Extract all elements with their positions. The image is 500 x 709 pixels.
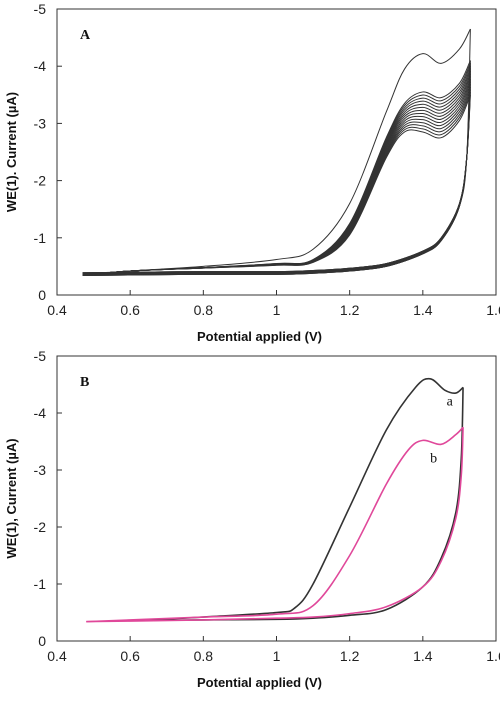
plot-frame <box>56 355 497 642</box>
cv-scan-forward <box>82 68 471 276</box>
curve-b-return <box>86 427 464 623</box>
cv-scan-forward <box>82 65 471 276</box>
y-tick-label: -4 <box>34 58 47 74</box>
y-tick-label: 0 <box>38 287 46 303</box>
cv-scan-forward <box>82 81 471 276</box>
y-tick-label: -2 <box>34 173 47 189</box>
cv-scan-return <box>82 29 471 277</box>
x-tick-label: 1.6 <box>486 648 500 664</box>
curve-b-forward <box>86 426 464 623</box>
panel-letter: A <box>80 28 91 43</box>
x-tick-label: 1.2 <box>340 648 360 664</box>
y-axis-title: WE(1), Current (µA) <box>4 438 19 558</box>
curve-label-b: b <box>430 451 437 466</box>
x-tick-label: 0.4 <box>47 302 67 318</box>
x-axis-title: Potential applied (V) <box>197 329 322 344</box>
cv-scan-return <box>82 60 471 276</box>
cv-scan-forward <box>82 60 471 276</box>
y-tick-label: -5 <box>34 1 47 17</box>
curve-a-return <box>126 387 464 622</box>
cv-scan-return <box>82 65 471 274</box>
x-tick-label: 0.8 <box>194 648 214 664</box>
cv-scan-forward <box>82 94 471 276</box>
x-axis-title: Potential applied (V) <box>197 675 322 690</box>
cv-scan-forward <box>82 62 471 276</box>
x-tick-label: 1.4 <box>413 302 433 318</box>
y-tick-label: -3 <box>34 462 47 478</box>
y-tick-label: -3 <box>34 115 47 131</box>
curves <box>82 28 471 277</box>
x-tick-label: 0.6 <box>120 648 140 664</box>
cv-scan-forward <box>82 84 471 276</box>
cv-scan-forward <box>82 86 471 276</box>
x-tick-label: 0.4 <box>47 648 67 664</box>
x-tick-label: 0.8 <box>194 302 214 318</box>
y-tick-label: -5 <box>34 348 47 364</box>
x-tick-label: 1 <box>273 648 281 664</box>
x-tick-label: 1.6 <box>486 302 500 318</box>
x-tick-label: 1.4 <box>413 648 433 664</box>
x-tick-label: 0.6 <box>120 302 140 318</box>
x-tick-label: 1.2 <box>340 302 360 318</box>
cv-scan-forward <box>82 78 471 276</box>
cv-scan-return <box>82 86 471 276</box>
x-tick-label: 1 <box>273 302 281 318</box>
chart-panel-b: 0.4 0.6 0.8 1 1.2 1.4 1.6 0 -1 -2 -3 -4 -5 Potential … <box>4 348 500 690</box>
y-tick-label: -1 <box>34 230 47 246</box>
cv-scan-return <box>82 63 471 275</box>
y-tick-label: -2 <box>34 519 47 535</box>
cv-scan-return <box>82 76 471 275</box>
y-axis-title: WE(1). Current (µA) <box>4 92 19 212</box>
y-tick-label: -4 <box>34 405 47 421</box>
cv-scan-return <box>82 81 471 274</box>
cv-scan-forward <box>82 28 471 276</box>
cv-scan-forward <box>82 76 471 276</box>
cv-scan-return <box>82 94 471 274</box>
cv-scan-return <box>82 78 471 274</box>
cv-scan-return <box>82 84 471 277</box>
curve-label-a: a <box>447 394 454 409</box>
chart-panel-a: 0.4 0.6 0.8 1 1.2 1.4 1.6 0 -1 -2 -3 -4 -5 Potential … <box>4 1 500 344</box>
curve-a-forward <box>141 377 464 622</box>
plot-frame <box>56 8 497 296</box>
y-tick-label: -1 <box>34 576 47 592</box>
y-tick-label: 0 <box>38 633 46 649</box>
panel-letter: B <box>80 375 89 390</box>
curves <box>86 377 464 623</box>
